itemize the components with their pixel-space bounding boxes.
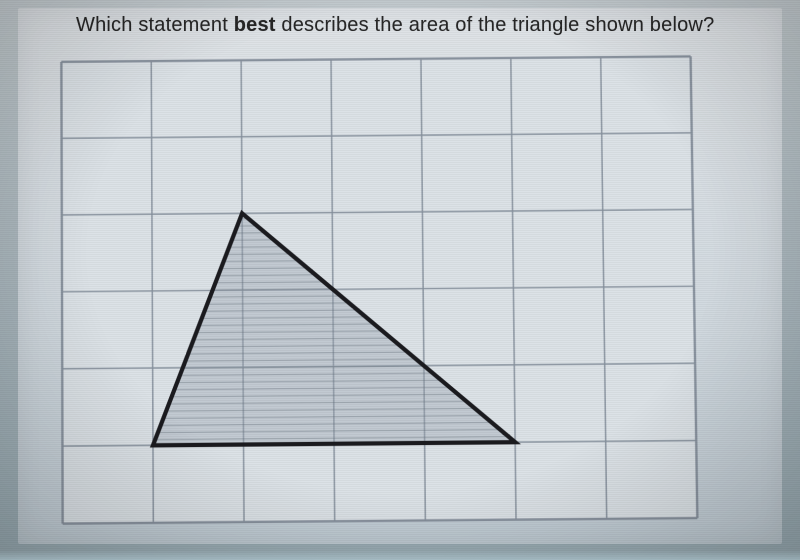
grid-triangle-figure (57, 52, 701, 527)
figure-container (57, 52, 701, 527)
question-suffix: describes the area of the triangle shown… (276, 14, 715, 36)
question-prefix: Which statement (76, 14, 234, 36)
content-panel: Which statement best describes the area … (18, 8, 782, 544)
bottom-glow (0, 550, 800, 560)
screen-photo: Which statement best describes the area … (0, 0, 800, 560)
question-text: Which statement best describes the area … (76, 14, 762, 37)
question-emph: best (234, 14, 276, 36)
